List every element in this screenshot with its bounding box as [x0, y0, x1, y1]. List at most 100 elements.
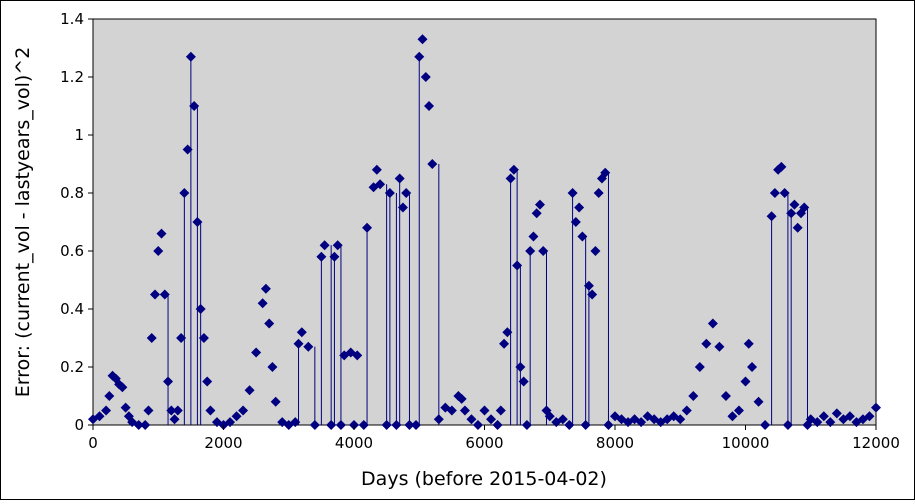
data-point [205, 405, 216, 416]
x-tick-label: 10000 [722, 434, 770, 452]
data-point [293, 338, 304, 349]
data-point [238, 405, 249, 416]
data-point [404, 420, 415, 430]
data-point [264, 318, 275, 329]
data-point [466, 414, 477, 425]
data-point [580, 420, 591, 430]
data-point [603, 420, 614, 430]
data-point [538, 246, 549, 256]
data-point [225, 417, 236, 428]
data-point [492, 420, 503, 430]
data-point [456, 393, 467, 404]
data-point [459, 405, 470, 416]
data-point [508, 164, 519, 175]
data-point [267, 362, 278, 372]
data-point [427, 159, 438, 169]
data-point [94, 411, 105, 422]
data-point [195, 304, 206, 314]
data-point [831, 408, 842, 419]
data-point [140, 420, 151, 430]
data-point [296, 327, 307, 338]
data-point [381, 420, 392, 430]
data-point [163, 376, 174, 387]
data-point [319, 240, 330, 251]
data-point [375, 179, 386, 190]
data-point [156, 228, 167, 239]
data-point [567, 188, 578, 198]
x-tick-label: 8000 [596, 434, 634, 452]
data-point [818, 411, 829, 422]
data-point [270, 396, 281, 407]
x-tick-label: 4000 [335, 434, 373, 452]
data-point [417, 34, 428, 45]
data-point [747, 362, 758, 372]
data-point [332, 240, 343, 251]
data-point [720, 391, 731, 401]
data-point [384, 188, 395, 198]
data-point [505, 173, 516, 184]
data-point [479, 405, 490, 416]
data-point [185, 51, 196, 62]
data-point [352, 350, 363, 361]
data-point [424, 101, 435, 111]
data-point [782, 420, 793, 430]
data-point [133, 420, 144, 430]
x-tick-label: 2000 [204, 434, 242, 452]
data-point [570, 217, 581, 227]
data-point [179, 188, 190, 198]
data-point [401, 188, 412, 198]
data-point [202, 376, 213, 387]
data-point [182, 144, 193, 155]
x-axis-ticks: 0 2000 4000 6000 8000 10000 12000 [88, 425, 900, 452]
data-point [760, 420, 771, 430]
data-point [792, 222, 803, 233]
data-point [326, 420, 337, 430]
data-point [198, 333, 209, 343]
data-point [358, 420, 369, 430]
data-point [786, 208, 797, 219]
data-point [290, 417, 301, 428]
data-point [525, 246, 536, 256]
y-tick-label: 1.4 [60, 10, 84, 28]
data-point [303, 341, 314, 352]
data-point [433, 414, 444, 425]
data-point [587, 289, 598, 300]
data-point [146, 333, 157, 343]
data-point [120, 402, 131, 413]
data-point [864, 411, 875, 422]
data-point [362, 222, 373, 233]
x-tick-label: 0 [88, 434, 98, 452]
data-point [681, 405, 692, 416]
stem-lines [167, 56, 808, 425]
data-point [335, 420, 346, 430]
data-point [871, 402, 881, 413]
data-point [257, 298, 268, 309]
y-tick-label: 0.2 [60, 358, 84, 376]
x-axis-title: Days (before 2015-04-02) [361, 468, 607, 490]
x-tick-label: 12000 [852, 434, 900, 452]
data-point [701, 338, 712, 349]
data-point [776, 161, 787, 172]
y-axis-ticks: 0 0.2 0.4 0.6 0.8 1 1.2 1.4 [60, 10, 93, 434]
data-point [675, 414, 686, 425]
data-point [574, 202, 585, 213]
data-point [743, 338, 754, 349]
data-point [397, 202, 408, 213]
data-point [531, 208, 542, 219]
data-point [172, 405, 183, 416]
data-point [169, 414, 180, 425]
data-point [176, 333, 187, 343]
data-point [799, 202, 810, 213]
data-point [512, 260, 523, 271]
data-point [766, 211, 777, 222]
data-point [309, 420, 320, 430]
data-point [636, 417, 647, 428]
data-point [779, 188, 790, 198]
data-point [583, 280, 594, 291]
data-point [499, 338, 510, 349]
y-tick-label: 1 [74, 126, 84, 144]
data-point [534, 199, 545, 210]
data-point [495, 405, 506, 416]
data-point [528, 231, 539, 242]
data-point [472, 420, 483, 430]
